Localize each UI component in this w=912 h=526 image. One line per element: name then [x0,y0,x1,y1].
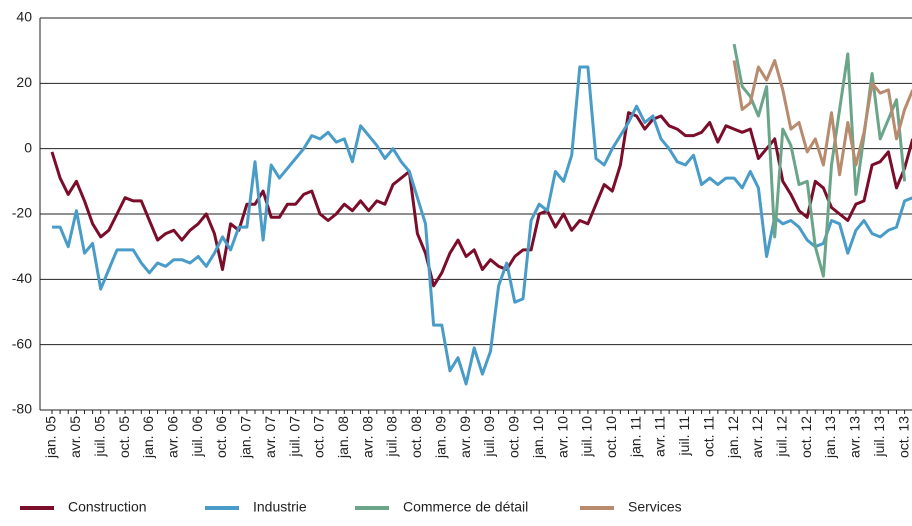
x-tick-label: juil. 10 [579,416,595,458]
x-tick-label: oct. 10 [603,416,619,458]
x-tick-label: oct. 09 [506,416,522,458]
legend-label: Services [628,499,682,515]
x-tick-label: jan. 05 [43,416,59,459]
legend-label: Industrie [253,499,307,515]
series-line [732,43,907,278]
y-tick-label: -80 [12,401,32,417]
x-tick-label: juil. 13 [871,416,887,458]
legend-label: Construction [68,499,147,515]
x-tick-label: juil. 08 [384,416,400,458]
y-tick-label: 0 [24,139,32,155]
y-tick-label: -20 [12,205,32,221]
x-tick-label: avr. 09 [457,416,473,458]
x-tick-label: oct. 08 [408,416,424,458]
x-tick-label: oct. 07 [311,416,327,458]
series-line [732,59,912,177]
x-tick-label: jan. 10 [530,416,546,459]
x-tick-label: avr. 07 [262,416,278,458]
x-tick-label: oct. 05 [116,416,132,458]
x-tick-label: jan. 12 [725,416,741,459]
x-tick-label: juil. 07 [286,416,302,458]
x-tick-label: oct. 12 [798,416,814,458]
x-tick-label: avr. 11 [652,416,668,457]
x-tick-label: avr. 10 [554,416,570,458]
x-tick-label: juil. 06 [189,416,205,458]
x-tick-label: juil. 05 [91,416,107,458]
x-tick-label: avr. 06 [165,416,181,458]
legend-label: Commerce de détail [403,499,528,515]
x-tick-label: jan. 06 [140,416,156,459]
y-tick-label: 40 [16,9,32,25]
series-line [52,65,912,386]
x-tick-label: avr. 12 [749,416,765,458]
y-tick-label: -40 [12,270,32,286]
x-tick-label: jan. 09 [432,416,448,459]
x-tick-label: jan. 13 [822,416,838,459]
x-tick-label: avr. 13 [847,416,863,458]
x-tick-label: oct. 13 [895,416,911,458]
x-tick-label: oct. 11 [700,416,716,457]
x-tick-label: avr. 05 [67,416,83,458]
x-tick-label: juil. 11 [676,416,692,457]
y-tick-label: -60 [12,335,32,351]
x-tick-label: juil. 12 [774,416,790,458]
x-tick-label: jan. 08 [335,416,351,459]
x-tick-label: jan. 07 [238,416,254,459]
x-tick-label: jan. 11 [627,416,643,458]
y-tick-label: 20 [16,74,32,90]
x-tick-label: oct. 06 [213,416,229,458]
x-tick-label: avr. 08 [359,416,375,458]
x-tick-label: juil. 09 [481,416,497,458]
